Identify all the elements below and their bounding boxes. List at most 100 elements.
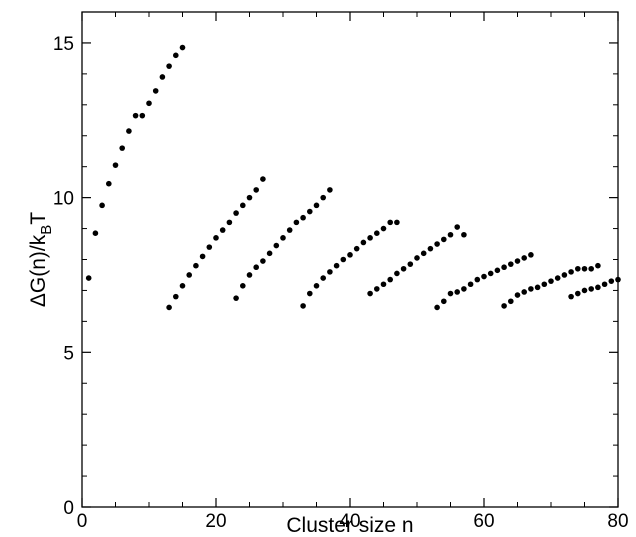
data-point	[179, 44, 186, 51]
data-point	[260, 258, 266, 264]
data-point	[394, 219, 400, 226]
data-point	[166, 304, 172, 311]
data-point	[219, 227, 226, 233]
data-point	[179, 282, 186, 289]
data-point	[568, 269, 574, 275]
data-point	[233, 210, 239, 216]
data-point	[367, 290, 373, 297]
data-point	[246, 272, 253, 278]
data-point	[514, 292, 521, 298]
data-point	[99, 202, 105, 209]
data-point	[508, 298, 514, 305]
data-point	[581, 265, 588, 272]
data-point	[541, 281, 548, 288]
data-point	[528, 286, 534, 292]
y-axis-label-main: ΔG(n)/k	[27, 234, 50, 307]
data-point	[548, 278, 554, 284]
data-point	[534, 284, 541, 291]
y-axis-label-subscript: B	[38, 225, 55, 235]
x-tick-label: 0	[77, 511, 88, 532]
data-point	[146, 100, 152, 107]
data-point	[240, 282, 246, 289]
data-point	[233, 295, 239, 301]
data-point	[394, 270, 400, 277]
x-tick-label: 80	[607, 511, 628, 532]
data-point	[132, 112, 139, 119]
data-point	[313, 282, 320, 289]
data-point	[374, 286, 380, 292]
data-point	[126, 128, 132, 134]
data-point	[514, 258, 521, 264]
data-point	[266, 250, 273, 257]
data-point	[561, 272, 568, 278]
data-point	[173, 293, 179, 300]
data-point	[166, 63, 172, 69]
data-point	[461, 286, 467, 292]
data-point	[374, 230, 380, 237]
x-tick-label: 20	[205, 511, 226, 532]
data-point	[595, 284, 601, 291]
data-point	[159, 74, 166, 80]
data-point	[347, 252, 353, 258]
data-point	[112, 162, 119, 168]
data-points	[85, 44, 621, 311]
data-point	[119, 145, 125, 151]
y-tick-label: 5	[63, 343, 74, 364]
data-point	[320, 275, 327, 281]
data-point	[92, 230, 99, 237]
data-point	[615, 276, 621, 283]
data-point	[595, 262, 601, 269]
data-point	[327, 269, 333, 275]
data-point	[420, 250, 427, 257]
data-point	[206, 244, 213, 250]
data-point	[387, 276, 394, 283]
y-axis-label-end: T	[27, 212, 50, 225]
x-axis-label: Cluster size n	[286, 514, 413, 537]
data-point	[454, 289, 461, 295]
data-point	[568, 293, 574, 300]
data-point	[213, 235, 219, 241]
data-point	[273, 242, 280, 249]
data-point	[380, 281, 387, 288]
data-point	[528, 252, 534, 258]
data-point	[246, 194, 253, 201]
data-point	[400, 265, 407, 272]
data-point	[608, 278, 615, 284]
data-point	[467, 281, 474, 288]
tick-labels: 0 20 40 60 80 0 5 10 15	[53, 34, 629, 532]
data-point	[461, 231, 467, 238]
data-point	[333, 262, 340, 269]
data-point	[85, 275, 92, 281]
data-point	[447, 290, 454, 297]
data-point	[320, 194, 327, 201]
data-point	[588, 265, 594, 272]
data-point	[521, 289, 527, 295]
data-point	[501, 303, 507, 309]
data-point	[240, 202, 246, 209]
y-tick-label: 15	[53, 34, 74, 55]
data-point	[554, 275, 561, 281]
data-point	[173, 52, 179, 59]
data-point	[407, 261, 414, 267]
data-point	[139, 112, 146, 119]
data-point	[427, 245, 434, 252]
data-point	[588, 286, 594, 292]
data-point	[307, 290, 313, 297]
data-point	[226, 219, 233, 226]
y-tick-label: 0	[63, 498, 74, 519]
data-point	[260, 176, 266, 182]
data-point	[367, 235, 373, 241]
x-tick-label: 40	[339, 511, 360, 532]
data-point	[487, 270, 494, 277]
data-point	[199, 253, 206, 260]
data-point	[481, 273, 487, 280]
data-point	[253, 264, 259, 271]
x-tick-label: 60	[473, 511, 494, 532]
data-point	[286, 227, 293, 233]
data-point	[340, 256, 347, 263]
data-point	[360, 239, 367, 246]
data-point	[300, 214, 306, 221]
data-point	[253, 187, 259, 193]
data-point	[186, 272, 192, 278]
